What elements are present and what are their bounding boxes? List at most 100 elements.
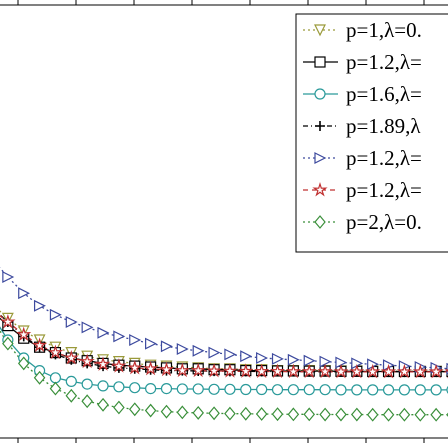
legend-marker-1	[314, 24, 326, 37]
data-point-series-5	[145, 337, 157, 350]
data-point-series-3	[81, 378, 93, 390]
data-point-series-7	[2, 336, 14, 351]
data-point-series-3	[319, 384, 331, 396]
data-point-series-5	[65, 316, 78, 328]
data-point-series-6	[63, 349, 79, 365]
legend-box	[295, 13, 448, 253]
data-point-series-7	[382, 407, 395, 422]
data-point-series-5	[176, 343, 189, 355]
data-point-series-6	[16, 326, 32, 342]
legend-label-3: p=1.6,λ=	[346, 82, 422, 106]
axis-ticks	[17, 0, 425, 443]
data-point-series-6	[47, 344, 64, 360]
data-point-series-7	[303, 407, 316, 422]
data-point-series-7	[160, 404, 173, 419]
data-point-series-7	[97, 397, 109, 412]
data-point-series-6	[333, 363, 349, 379]
data-point-series-6	[190, 362, 206, 378]
legend-marker-2	[314, 56, 326, 68]
data-point-series-3	[303, 384, 315, 396]
series-line-5	[0, 267, 448, 370]
data-point-series-3	[430, 384, 442, 396]
data-point-series-5	[287, 353, 300, 366]
data-point-series-5	[208, 346, 221, 359]
data-point-series-7	[49, 381, 62, 396]
legend-label-5: p=1.2,λ=	[346, 146, 422, 170]
data-point-series-7	[287, 407, 300, 422]
data-point-series-7	[33, 370, 46, 385]
data-point-series-7	[128, 402, 141, 417]
data-point-series-3	[176, 383, 188, 395]
legend-label-7: p=2,λ=0.	[346, 210, 422, 234]
legend-items: p=1,λ=0. p=1.2,λ= p=1.6,λ= p=1.89,λ p=1.2,λ=…	[303, 18, 422, 234]
data-point-series-7	[176, 405, 189, 420]
data-point-series-5	[192, 344, 205, 357]
data-point-series-5	[240, 350, 253, 363]
data-point-series-3	[240, 383, 252, 396]
data-point-series-5	[160, 340, 173, 353]
data-point-series-5	[256, 352, 268, 364]
data-point-series-3	[160, 383, 173, 395]
data-point-series-6	[0, 314, 16, 329]
data-point-series-5	[224, 348, 237, 361]
data-point-series-6	[412, 363, 428, 379]
data-point-series-5	[33, 299, 46, 312]
data-point-series-6	[95, 356, 111, 371]
data-point-series-3	[367, 384, 379, 396]
legend-marker-6	[312, 181, 328, 197]
data-point-series-7	[335, 407, 347, 422]
data-point-series-3	[256, 383, 268, 396]
legend-marker-5	[314, 152, 327, 164]
data-point-series-7	[17, 356, 30, 371]
data-point-series-3	[97, 380, 109, 392]
data-point-series-7	[271, 407, 284, 422]
data-point-series-6	[111, 358, 127, 373]
data-point-series-6	[365, 363, 381, 379]
series-line-7	[0, 329, 448, 416]
data-point-series-6	[174, 362, 191, 378]
data-point-series-6	[380, 363, 397, 379]
data-point-series-3	[129, 382, 141, 394]
data-point-series-5	[113, 330, 126, 343]
data-point-series-6	[285, 363, 302, 379]
series-lines	[0, 267, 448, 416]
data-point-series-3	[49, 372, 62, 384]
data-point-series-6	[349, 363, 365, 379]
data-point-series-7	[224, 406, 236, 421]
data-point-series-7	[398, 407, 411, 422]
legend-marker-3	[314, 88, 326, 100]
data-point-series-3	[398, 384, 411, 396]
data-point-series-5	[49, 308, 62, 321]
data-point-series-7	[81, 394, 93, 409]
data-point-series-5	[2, 271, 15, 283]
data-point-series-5	[303, 354, 316, 367]
legend-label-2: p=1.2,λ=	[346, 50, 422, 74]
data-point-series-3	[414, 384, 426, 396]
data-point-series-5	[18, 287, 31, 300]
data-point-series-7	[430, 407, 442, 422]
data-point-series-3	[113, 381, 125, 393]
data-point-series-6	[79, 353, 95, 369]
data-point-series-7	[113, 400, 125, 415]
data-point-series-7	[208, 406, 220, 421]
data-point-series-6	[238, 363, 254, 378]
legend-marker-7	[314, 215, 326, 229]
data-point-series-3	[192, 383, 204, 395]
data-point-series-7	[319, 407, 331, 422]
data-point-series-6	[158, 361, 175, 377]
data-point-series-7	[414, 407, 427, 422]
data-point-series-3	[351, 384, 363, 396]
data-point-series-3	[224, 383, 236, 395]
data-point-series-7	[65, 388, 78, 403]
data-point-series-3	[335, 384, 347, 396]
data-point-series-6	[206, 363, 222, 378]
series-markers	[0, 271, 448, 422]
data-point-series-3	[145, 383, 157, 395]
data-point-series-7	[192, 405, 204, 420]
data-point-series-6	[222, 363, 238, 378]
data-point-series-7	[351, 407, 363, 422]
data-point-series-5	[81, 321, 94, 334]
data-point-series-3	[382, 384, 395, 396]
legend-marker-4	[315, 121, 325, 131]
